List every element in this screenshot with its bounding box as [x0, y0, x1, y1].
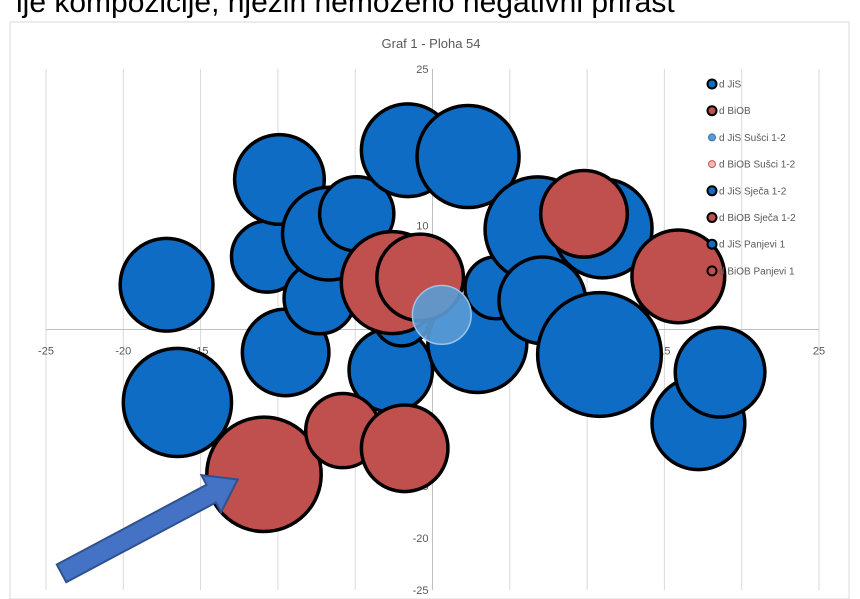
legend-marker [706, 78, 718, 90]
data-bubble [118, 236, 215, 333]
x-tick-label: 25 [813, 346, 825, 358]
header-text: ije kompozicije, njezin nemoženo negativ… [16, 0, 675, 19]
data-bubble [205, 415, 323, 534]
data-bubble [538, 168, 630, 259]
data-bubble [535, 290, 664, 419]
legend-entry: d JiS [706, 78, 742, 91]
legend-label: d BiOB Sušci 1-2 [719, 160, 796, 171]
legend-entry: d BiOB [706, 105, 751, 117]
data-bubble [411, 284, 472, 346]
data-bubbles [118, 102, 767, 534]
legend-label: d JiS Sušci 1-2 [719, 133, 786, 144]
data-bubble [121, 346, 234, 459]
legend-marker [708, 160, 716, 169]
legend: d JiS d BiOB d JiS Sušci 1-2 d BiOB Sušci 1… [706, 78, 796, 277]
legend-marker [706, 185, 718, 197]
legend-label: d BiOB Sječa 1-2 [719, 213, 796, 224]
legend-entry: d BiOB Sušci 1-2 [708, 160, 796, 171]
legend-label: d JiS Sječa 1-2 [719, 186, 787, 197]
legend-label: d BiOB [719, 106, 751, 117]
legend-marker [708, 133, 716, 142]
data-bubble [415, 103, 521, 210]
header-text-strip: ije kompozicije, njezin nemoženo negativ… [0, 0, 860, 22]
data-bubble [673, 325, 767, 419]
x-tick-label: -25 [38, 346, 54, 358]
y-tick-label: 25 [416, 64, 428, 76]
annotation-arrow [55, 473, 240, 584]
legend-marker [706, 105, 718, 117]
data-bubble [359, 403, 450, 494]
legend-entry: d BiOB Sječa 1-2 [706, 212, 796, 224]
data-bubble [630, 228, 727, 325]
arrow-annotation [55, 473, 240, 584]
legend-label: d BiOB Panjevi 1 [719, 266, 795, 277]
legend-entry: d JiS Sušci 1-2 [708, 133, 786, 144]
legend-label: d JiS [719, 80, 742, 91]
legend-entry: d BiOB Panjevi 1 [706, 265, 795, 277]
legend-marker [706, 265, 718, 277]
legend-entry: d JiS Panjevi 1 [706, 238, 786, 251]
legend-label: d JiS Panjevi 1 [719, 240, 786, 251]
y-tick-label: -20 [413, 533, 429, 545]
legend-marker [706, 212, 718, 223]
y-tick-label: 10 [416, 220, 428, 232]
y-tick-label: -25 [413, 585, 429, 597]
x-tick-label: -20 [115, 346, 131, 358]
legend-marker [706, 238, 718, 250]
legend-entry: d JiS Sječa 1-2 [706, 185, 787, 197]
chart-title: Graf 1 - Ploha 54 [382, 36, 481, 51]
